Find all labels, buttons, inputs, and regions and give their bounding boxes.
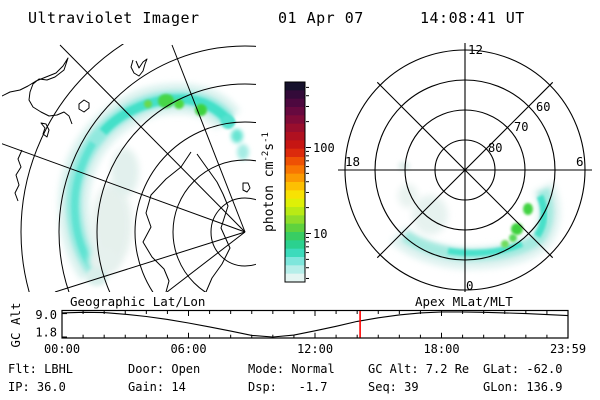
mlt-label-12: 12 [468, 42, 483, 57]
header-time: 14:08:41 UT [420, 9, 525, 27]
geo-coastlines [2, 57, 251, 292]
strip-ylabel: GC Alt [8, 302, 23, 347]
status-ip: IP: 36.0 [8, 380, 66, 394]
colorbar: 100 10 photon cm-2s-1 [261, 81, 335, 283]
geo-caption: Geographic Lat/Lon [70, 294, 205, 309]
status-glat: GLat: -62.0 [483, 362, 563, 376]
status-mode: Mode: Normal [248, 362, 335, 376]
strip-y-ticks [62, 313, 67, 338]
colorbar-unit-label: photon cm-2s-1 [261, 132, 277, 232]
xtick-2359: 23:59 [550, 342, 586, 356]
colorbar-minor-ticks [306, 86, 309, 279]
status-glon: GLon: 136.9 [483, 380, 563, 394]
ytick-1-8: 1.8 [35, 326, 57, 340]
status-gc-alt: GC Alt: 7.2 Re [368, 362, 470, 376]
status-dsp: Dsp: -1.7 [248, 380, 328, 394]
polar-plot-panel: 12 18 6 0 80 70 60 [338, 42, 592, 293]
gc-alt-curve [61, 311, 569, 338]
status-door: Door: Open [128, 362, 201, 376]
status-flt: Flt: LBHL [8, 362, 74, 376]
mlt-label-18: 18 [345, 154, 360, 169]
lat-ring-label-70: 70 [514, 120, 528, 134]
polar-grid [338, 43, 592, 292]
lat-ring-label-80: 80 [488, 141, 502, 155]
xtick-0600: 06:00 [170, 342, 206, 356]
colorbar-tick-100: 100 [313, 141, 335, 155]
apex-caption: Apex MLat/MLT [415, 294, 513, 309]
app-title: Ultraviolet Imager [28, 9, 200, 27]
ytick-9: 9.0 [35, 308, 57, 322]
gc-alt-strip-chart: GC Alt 9.0 1.8 00:00 06:00 12:00 18:00 2… [8, 302, 586, 356]
status-seq: Seq: 39 [368, 380, 419, 394]
lat-ring-label-60: 60 [536, 100, 550, 114]
xtick-1800: 18:00 [423, 342, 459, 356]
strip-hour-ticks [61, 311, 569, 338]
header-date: 01 Apr 07 [278, 9, 364, 27]
xtick-1200: 12:00 [297, 342, 333, 356]
colorbar-gradient [285, 82, 305, 283]
geo-aurora-image [58, 83, 249, 286]
mlt-label-0: 0 [466, 278, 474, 293]
status-gain: Gain: 14 [128, 380, 186, 394]
mlt-label-6: 6 [576, 154, 584, 169]
xtick-0000: 00:00 [44, 342, 80, 356]
colorbar-tick-10: 10 [313, 227, 327, 241]
polar-aurora-image [390, 161, 560, 270]
geo-map-panel [2, 44, 256, 292]
geo-grid [2, 44, 256, 292]
